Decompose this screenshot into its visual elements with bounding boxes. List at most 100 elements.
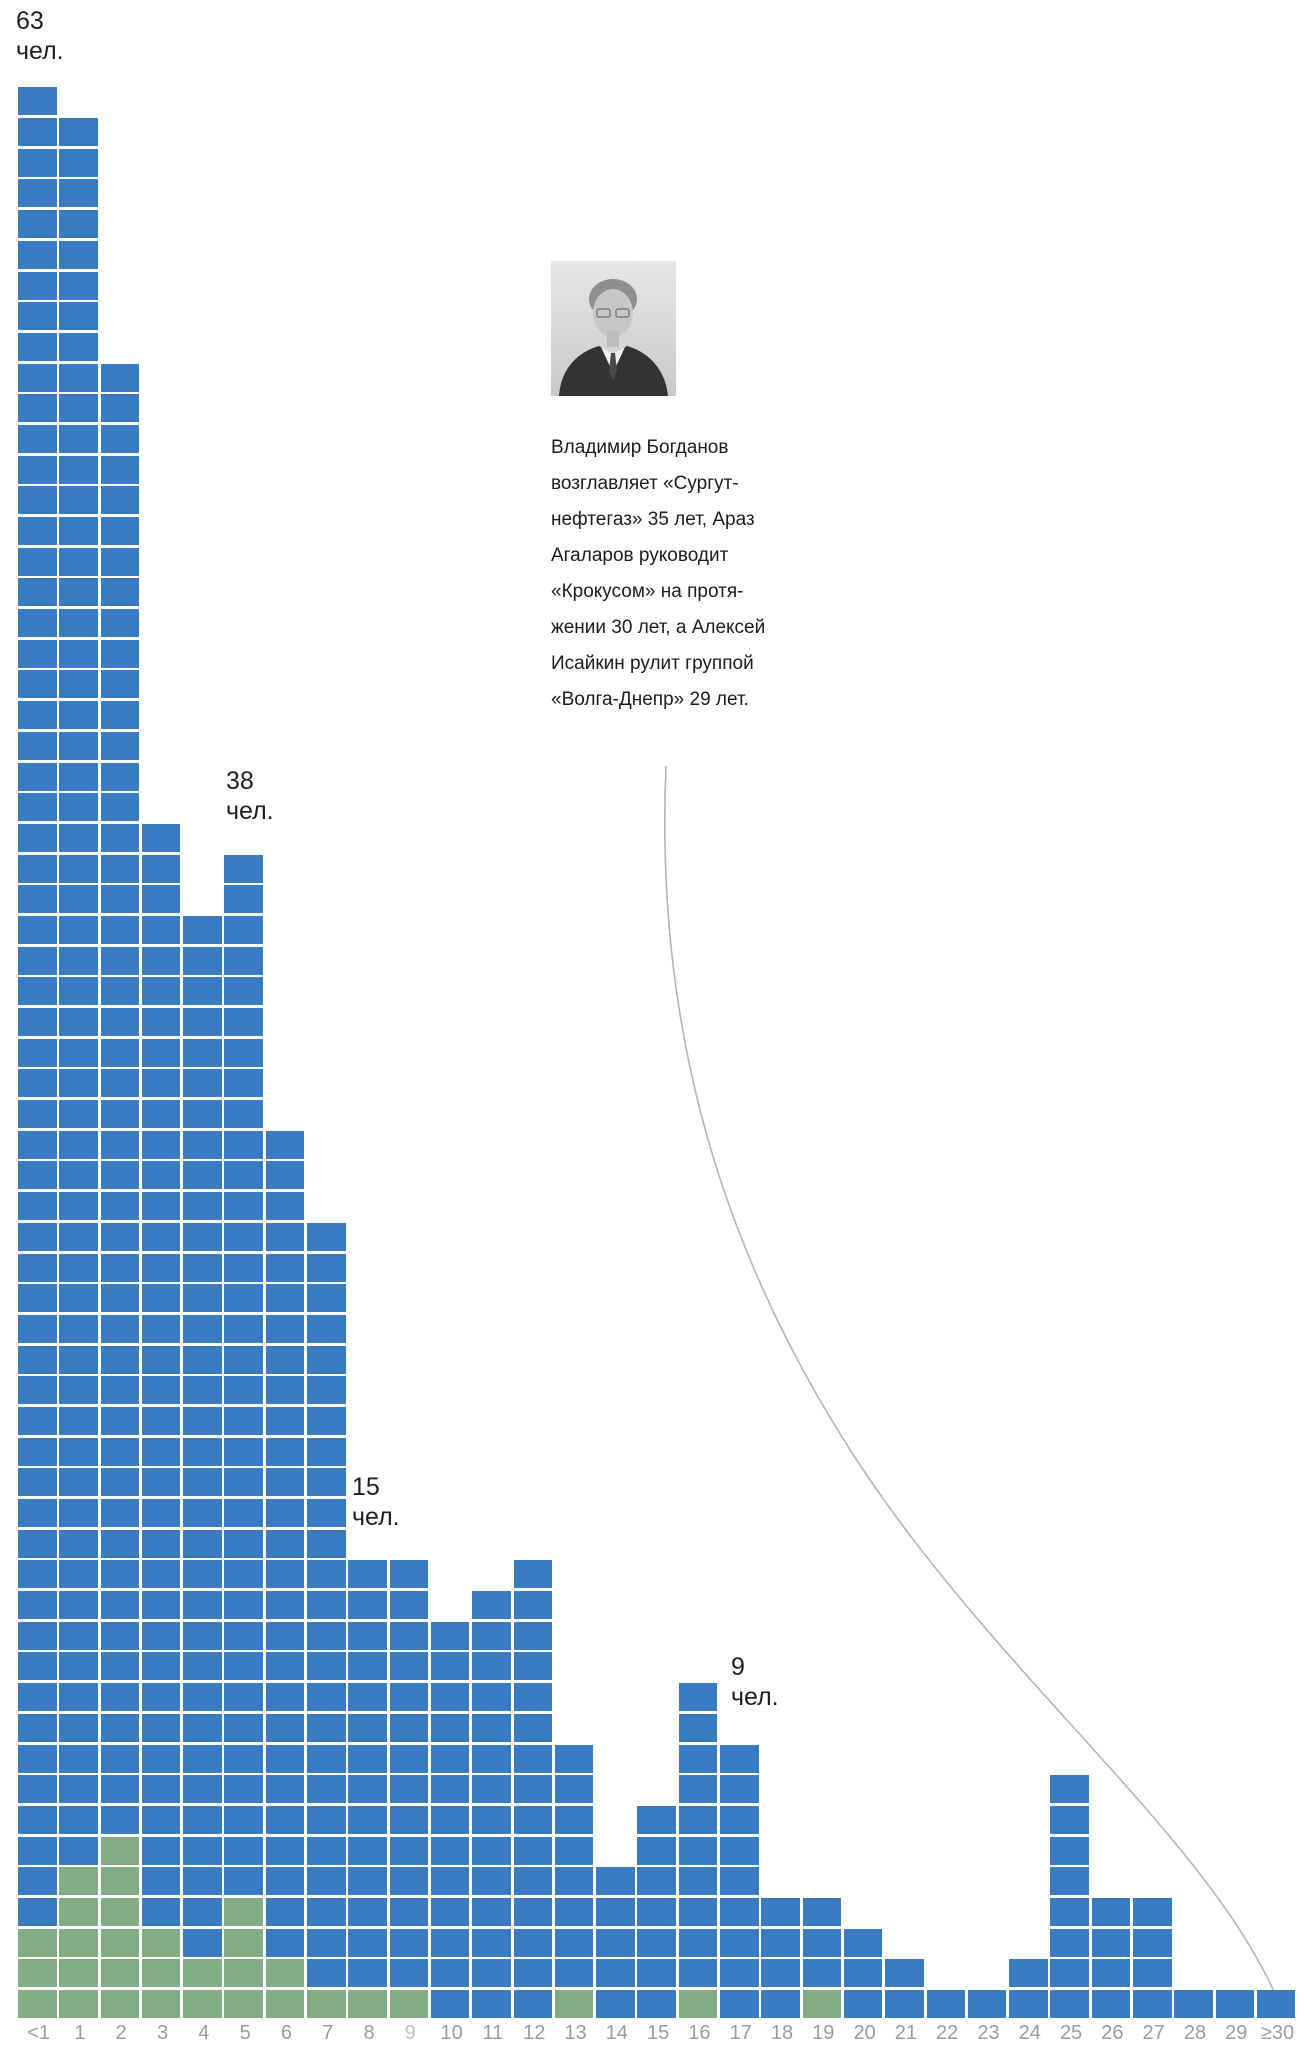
unit-cell-blue xyxy=(59,1529,98,1558)
unit-cell-blue xyxy=(100,701,140,730)
unit-cell-blue xyxy=(678,1928,718,1957)
unit-cell-blue xyxy=(802,1928,842,1957)
unit-cell-blue xyxy=(183,1192,222,1221)
unit-cell-blue xyxy=(183,1897,222,1926)
unit-cell-blue xyxy=(720,1836,759,1865)
unit-cell-blue xyxy=(307,1253,346,1282)
unit-cell-green xyxy=(18,1990,57,2018)
unit-cell-blue xyxy=(307,1897,346,1926)
unit-cell-blue xyxy=(307,1437,346,1466)
unit-cell-blue xyxy=(224,1437,263,1466)
unit-cell-blue xyxy=(100,455,140,484)
unit-cell-blue xyxy=(59,1437,98,1466)
unit-cell-blue xyxy=(59,823,98,852)
unit-cell-blue xyxy=(18,1805,57,1834)
unit-cell-blue xyxy=(720,1959,759,1988)
unit-cell-green xyxy=(100,1928,140,1957)
unit-cell-blue xyxy=(183,1775,222,1804)
x-axis-label: <1 xyxy=(27,2022,51,2044)
unit-cell-blue xyxy=(678,1683,718,1712)
unit-cell-blue xyxy=(59,1499,98,1527)
unit-cell-blue xyxy=(18,547,57,576)
unit-cell-blue xyxy=(1174,1990,1213,2018)
unit-cell-blue xyxy=(141,1621,181,1650)
unit-cell-blue xyxy=(720,1990,759,2018)
bar-column xyxy=(596,1865,637,2018)
unit-cell-blue xyxy=(761,1897,800,1926)
unit-cell-blue xyxy=(307,1928,346,1957)
unit-cell-blue xyxy=(307,1959,346,1988)
value-label-number: 15 xyxy=(352,1473,380,1501)
bar-column xyxy=(183,913,224,2018)
unit-cell-blue xyxy=(59,1591,98,1620)
unit-cell-blue xyxy=(18,394,57,423)
x-axis-label: 11 xyxy=(482,2022,504,2044)
unit-cell-blue xyxy=(100,424,140,453)
unit-cell-blue xyxy=(348,1683,387,1712)
unit-cell-blue xyxy=(389,1560,429,1589)
unit-cell-blue xyxy=(1050,1775,1089,1804)
unit-cell-blue xyxy=(1050,1867,1089,1896)
bar-column xyxy=(885,1957,926,2018)
unit-cell-blue xyxy=(100,1775,140,1804)
unit-cell-blue xyxy=(720,1744,759,1773)
x-axis-label: 12 xyxy=(523,2022,546,2044)
unit-cell-blue xyxy=(430,1775,470,1804)
unit-cell-blue xyxy=(18,1069,57,1098)
unit-cell-blue xyxy=(18,701,57,730)
unit-cell-blue xyxy=(1091,1897,1131,1926)
unit-cell-blue xyxy=(513,1928,553,1957)
unit-cell-blue xyxy=(141,977,181,1006)
unit-cell-blue xyxy=(59,118,98,147)
x-axis-label: 3 xyxy=(156,2022,169,2044)
unit-cell-blue xyxy=(100,762,140,791)
unit-cell-blue xyxy=(265,1161,305,1190)
unit-cell-blue xyxy=(554,1897,594,1926)
unit-cell-blue xyxy=(18,1560,57,1589)
x-axis-label: 10 xyxy=(440,2022,463,2044)
unit-cell-blue xyxy=(926,1990,966,2018)
unit-cell-blue xyxy=(183,1284,222,1313)
x-axis-label: 6 xyxy=(280,2022,292,2044)
unit-cell-green xyxy=(224,1959,263,1988)
unit-cell-blue xyxy=(100,1744,140,1773)
unit-cell-blue xyxy=(1133,1928,1172,1957)
unit-cell-blue xyxy=(59,578,98,607)
unit-cell-blue xyxy=(100,1652,140,1681)
unit-cell-blue xyxy=(265,1284,305,1313)
bar-column xyxy=(1215,1987,1257,2018)
unit-cell-blue xyxy=(224,1376,263,1405)
unit-cell-blue xyxy=(1050,1959,1089,1988)
unit-cell-blue xyxy=(885,1959,924,1988)
unit-cell-green xyxy=(141,1928,181,1957)
unit-cell-blue xyxy=(59,1038,98,1067)
unit-cell-blue xyxy=(100,1683,140,1712)
unit-cell-blue xyxy=(141,1468,181,1497)
unit-cell-blue xyxy=(389,1683,429,1712)
unit-cell-blue xyxy=(348,1928,387,1957)
unit-cell-blue xyxy=(18,762,57,791)
unit-cell-blue xyxy=(389,1591,429,1620)
unit-cell-blue xyxy=(224,1069,263,1098)
unit-cell-blue xyxy=(224,1499,263,1527)
unit-cell-blue xyxy=(430,1805,470,1834)
unit-cell-blue xyxy=(100,547,140,576)
unit-cell-blue xyxy=(843,1928,883,1957)
face-shape xyxy=(593,289,633,337)
bar-column xyxy=(720,1742,761,2018)
value-label-9: 9 чел. xyxy=(731,1652,779,1712)
bar-column xyxy=(1050,1773,1091,2018)
unit-cell-blue xyxy=(389,1621,429,1650)
unit-cell-blue xyxy=(885,1990,924,2018)
unit-cell-blue xyxy=(18,639,57,668)
unit-cell-blue xyxy=(1009,1990,1048,2018)
unit-cell-green xyxy=(348,1990,387,2018)
unit-cell-blue xyxy=(224,1529,263,1558)
bar-column xyxy=(1256,1987,1298,2018)
unit-cell-blue xyxy=(678,1959,718,1988)
unit-cell-blue xyxy=(141,1253,181,1282)
unit-cell-blue xyxy=(59,946,98,975)
unit-cell-blue xyxy=(348,1897,387,1926)
unit-cell-blue xyxy=(18,1468,57,1497)
glasses-right xyxy=(615,308,630,318)
